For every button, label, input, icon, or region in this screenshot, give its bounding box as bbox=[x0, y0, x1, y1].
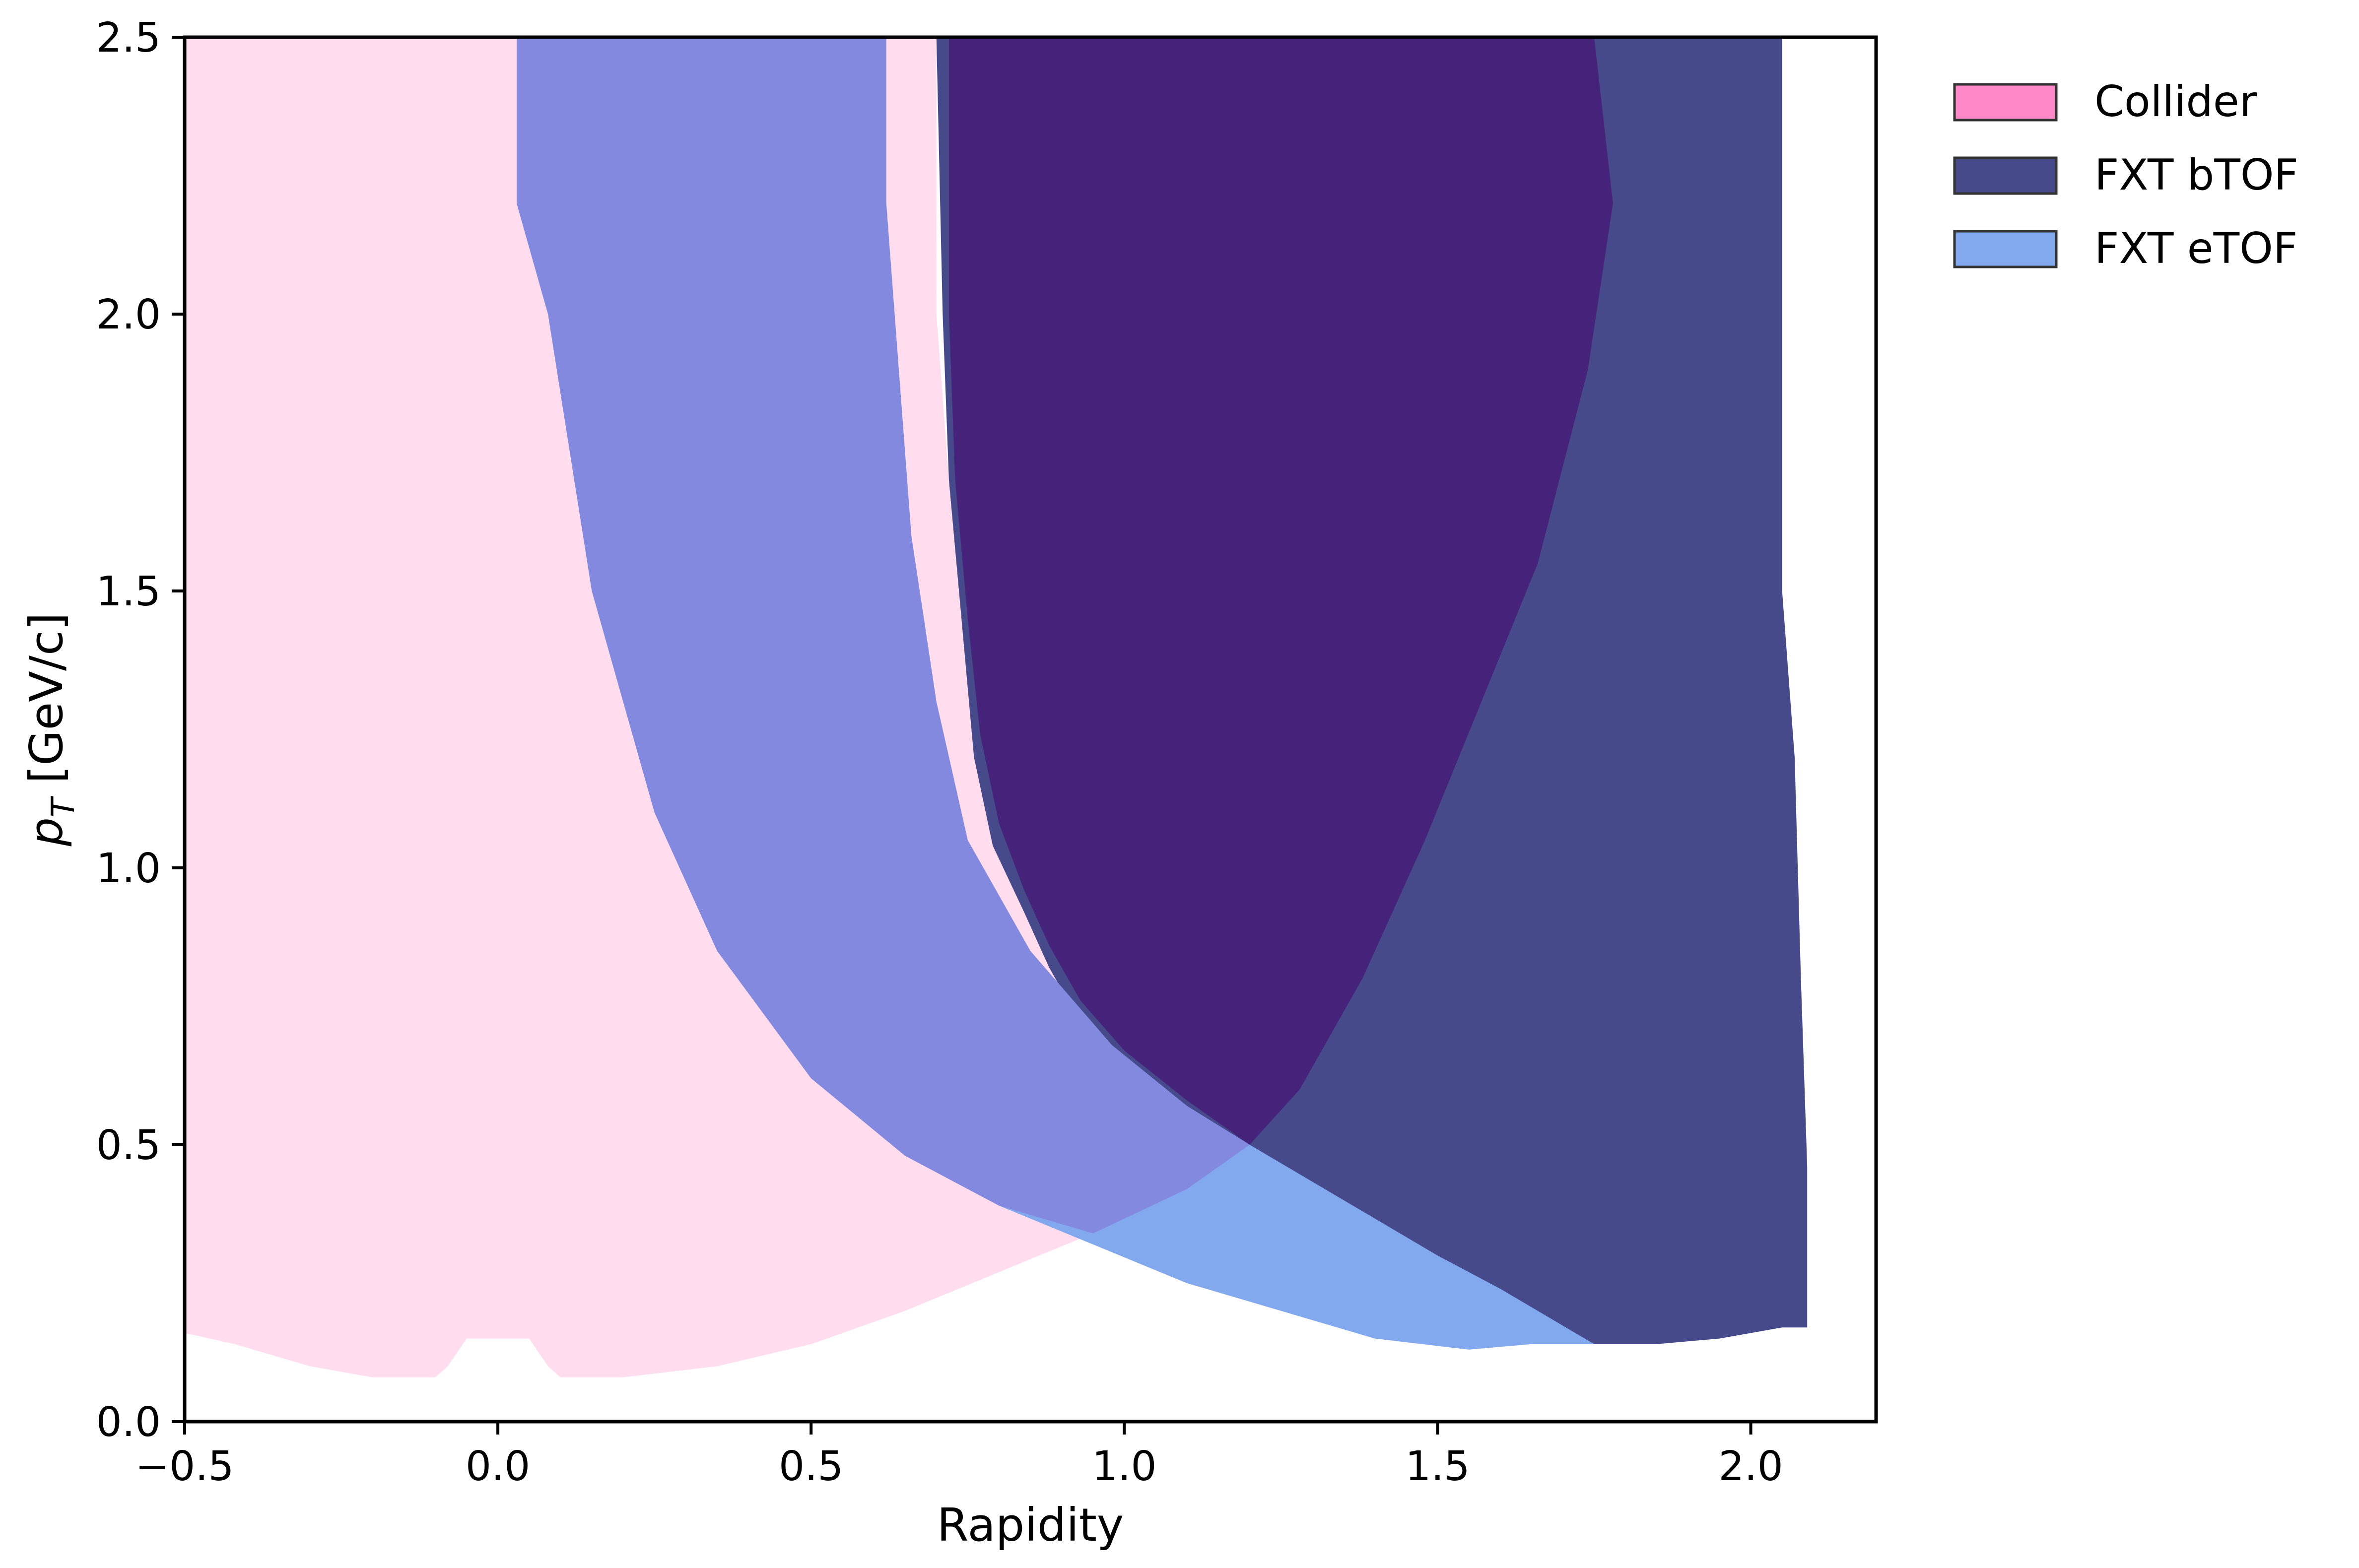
legend-swatch-collider bbox=[1953, 83, 2058, 122]
x-tick-label: 2.0 bbox=[1718, 1443, 1783, 1490]
y-axis-label: pT [GeV/c] bbox=[20, 613, 82, 847]
plot-frame bbox=[183, 35, 1878, 1424]
x-tick-label: 1.5 bbox=[1405, 1443, 1470, 1490]
x-tick-label: 0.5 bbox=[779, 1443, 843, 1490]
legend-swatch-fxt-etof bbox=[1953, 230, 2058, 268]
x-tick-label: 1.0 bbox=[1092, 1443, 1156, 1490]
legend-label-fxt-etof: FXT eTOF bbox=[2094, 224, 2297, 273]
legend-label-fxt-btof: FXT bTOF bbox=[2094, 150, 2298, 200]
overlap-region-collider-fxt-btof bbox=[948, 37, 1613, 1145]
plot-area bbox=[185, 37, 1808, 1377]
x-axis-label: Rapidity bbox=[937, 1499, 1124, 1552]
y-axis-label-main: p bbox=[20, 817, 73, 847]
y-tick-label: 2.0 bbox=[96, 291, 161, 338]
y-tick-label: 0.5 bbox=[96, 1122, 161, 1169]
legend-label-collider: Collider bbox=[2094, 77, 2257, 127]
y-axis: 0.0 0.5 1.0 1.5 2.0 2.5 bbox=[96, 14, 185, 1446]
y-tick-label: 1.5 bbox=[96, 568, 161, 615]
y-tick-label: 2.5 bbox=[96, 14, 161, 62]
x-tick-label: 0.0 bbox=[466, 1443, 530, 1490]
legend-swatch-fxt-btof bbox=[1953, 156, 2058, 195]
overlap-region-collider-fxt-etof bbox=[517, 37, 1250, 1234]
y-axis-label-unit: [GeV/c] bbox=[20, 613, 73, 798]
legend: Collider FXT bTOF FXT eTOF bbox=[1953, 77, 2298, 273]
x-tick-label: −0.5 bbox=[135, 1443, 234, 1490]
y-tick-label: 0.0 bbox=[96, 1399, 161, 1446]
x-axis: −0.5 0.0 0.5 1.0 1.5 2.0 bbox=[135, 1422, 1783, 1490]
y-tick-label: 1.0 bbox=[96, 845, 161, 892]
y-axis-label-sub: T bbox=[45, 795, 82, 817]
